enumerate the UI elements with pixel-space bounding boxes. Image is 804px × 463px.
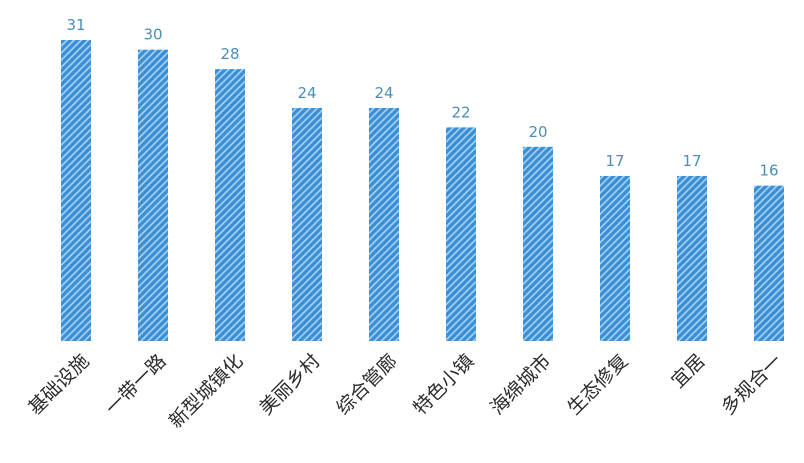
value-label-4: 24 — [297, 84, 316, 102]
value-label-1: 31 — [66, 16, 85, 34]
bars-group — [61, 40, 784, 342]
bar-10 — [754, 185, 784, 341]
bar-7 — [523, 146, 553, 341]
value-label-6: 22 — [451, 103, 470, 121]
category-label-4: 美丽乡村 — [255, 350, 324, 419]
category-label-5: 综合管廊 — [332, 350, 401, 419]
bar-8 — [600, 175, 630, 341]
bar-5 — [369, 107, 399, 341]
value-label-8: 17 — [605, 152, 624, 170]
category-label-7: 海绵城市 — [486, 350, 555, 419]
value-label-5: 24 — [374, 84, 393, 102]
category-label-3: 新型城镇化 — [165, 350, 248, 433]
value-labels-group: 31 30 28 24 24 22 20 17 17 16 — [66, 16, 778, 180]
category-label-1: 基础设施 — [24, 350, 93, 419]
value-label-3: 28 — [220, 45, 239, 63]
bar-3 — [215, 69, 245, 342]
bar-4 — [292, 107, 322, 341]
category-label-10: 多规合一 — [717, 350, 786, 419]
bar-6 — [446, 127, 476, 341]
value-label-7: 20 — [528, 123, 547, 141]
bar-1 — [61, 40, 91, 341]
category-label-2: 一带一路 — [101, 350, 170, 419]
category-label-9: 宜居 — [667, 350, 709, 392]
bar-9 — [677, 175, 707, 341]
value-label-2: 30 — [143, 26, 162, 44]
category-label-6: 特色小镇 — [409, 350, 478, 419]
bar-2 — [138, 49, 168, 341]
value-label-9: 17 — [682, 152, 701, 170]
category-label-8: 生态修复 — [563, 350, 632, 419]
value-label-10: 16 — [759, 162, 778, 180]
